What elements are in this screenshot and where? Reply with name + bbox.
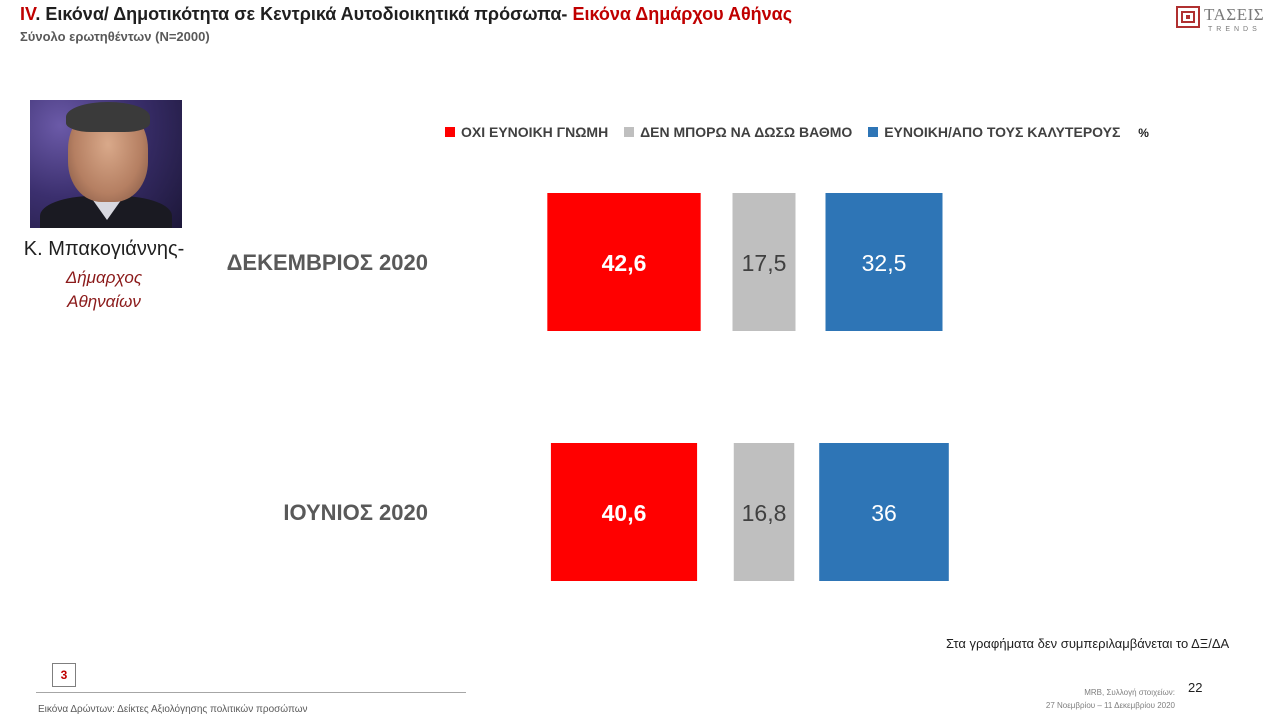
footer-divider	[36, 692, 466, 693]
data-label-favorable-june: 36	[871, 500, 897, 526]
title-accent: Εικόνα Δημάρχου Αθήνας	[572, 4, 793, 24]
category-label-december: ΔΕΚΕΜΒΡΙΟΣ 2020	[227, 250, 428, 275]
data-label-unfavorable-december: 42,6	[602, 250, 647, 276]
legend-swatch-undecided	[624, 127, 635, 137]
source-line-1: MRB, Συλλογή στοιχείων:	[1084, 688, 1175, 697]
page-subtitle: Σύνολο ερωτηθέντων (N=2000)	[20, 29, 210, 44]
bar-undecided-june	[733, 443, 795, 581]
person-name: Κ. Μπακογιάννης-	[23, 238, 185, 260]
legend-item-undecided: ΔΕΝ ΜΠΟΡΩ ΝΑ ΔΩΣΩ ΒΑΘΜΟ	[624, 124, 852, 140]
data-label-undecided-december: 17,5	[742, 250, 787, 276]
source-info: MRB, Συλλογή στοιχείων: 27 Νοεμβρίου – 1…	[990, 686, 1175, 712]
data-label-favorable-december: 32,5	[862, 250, 907, 276]
logo-subtext: TRENDS	[1208, 26, 1261, 33]
person-role-line-1: Δήμαρχος	[65, 268, 143, 287]
section-number-badge: 3	[52, 663, 76, 687]
page-number: 22	[1188, 680, 1203, 695]
legend-swatch-favorable	[868, 127, 879, 137]
logo-mark-icon	[1176, 6, 1200, 28]
category-label-june: ΙΟΥΝΙΟΣ 2020	[283, 500, 428, 525]
company-logo: ΤΑΣΕΙΣ TRENDS	[1176, 5, 1272, 34]
page-title: IV. Εικόνα/ Δημοτικότητα σε Κεντρικά Αυτ…	[20, 4, 792, 25]
bar-undecided-december	[732, 193, 796, 331]
data-label-unfavorable-june: 40,6	[602, 500, 647, 526]
person-role: Δήμαρχος Αθηναίων	[10, 266, 198, 314]
footer-text: Εικόνα Δρώντων: Δείκτες Αξιολόγησης πολι…	[38, 704, 308, 715]
bar-favorable-june	[819, 443, 949, 581]
legend-item-favorable: ΕΥΝΟΙΚΗ/ΑΠΟ ΤΟΥΣ ΚΑΛΥΤΕΡΟΥΣ	[868, 124, 1120, 140]
legend-swatch-unfavorable	[445, 127, 455, 137]
legend-item-unfavorable: ΟΧΙ ΕΥΝΟΙΚΗ ΓΝΩΜΗ	[445, 124, 608, 140]
data-label-undecided-june: 16,8	[742, 500, 787, 526]
bar-unfavorable-december	[547, 193, 701, 331]
person-role-line-2: Αθηναίων	[67, 292, 141, 311]
legend-label-undecided: ΔΕΝ ΜΠΟΡΩ ΝΑ ΔΩΣΩ ΒΑΘΜΟ	[640, 124, 853, 140]
chart-note: Στα γραφήματα δεν συμπεριλαμβάνεται το Δ…	[946, 636, 1230, 651]
source-line-2: 27 Νοεμβρίου – 11 Δεκεμβρίου 2020	[1045, 701, 1175, 710]
legend-label-unfavorable: ΟΧΙ ΕΥΝΟΙΚΗ ΓΝΩΜΗ	[461, 124, 609, 140]
legend-unit: %	[1138, 126, 1149, 140]
bar-favorable-december	[825, 193, 943, 331]
legend-label-favorable: ΕΥΝΟΙΚΗ/ΑΠΟ ΤΟΥΣ ΚΑΛΥΤΕΡΟΥΣ	[884, 124, 1121, 140]
bar-unfavorable-june	[550, 443, 698, 581]
title-number: IV	[20, 4, 36, 24]
logo-text: ΤΑΣΕΙΣ	[1204, 5, 1265, 24]
chart-legend: ΟΧΙ ΕΥΝΟΙΚΗ ΓΝΩΜΗ ΔΕΝ ΜΠΟΡΩ ΝΑ ΔΩΣΩ ΒΑΘΜ…	[445, 124, 1149, 140]
title-main: . Εικόνα/ Δημοτικότητα σε Κεντρικά Αυτοδ…	[35, 4, 573, 24]
person-photo	[30, 100, 182, 228]
